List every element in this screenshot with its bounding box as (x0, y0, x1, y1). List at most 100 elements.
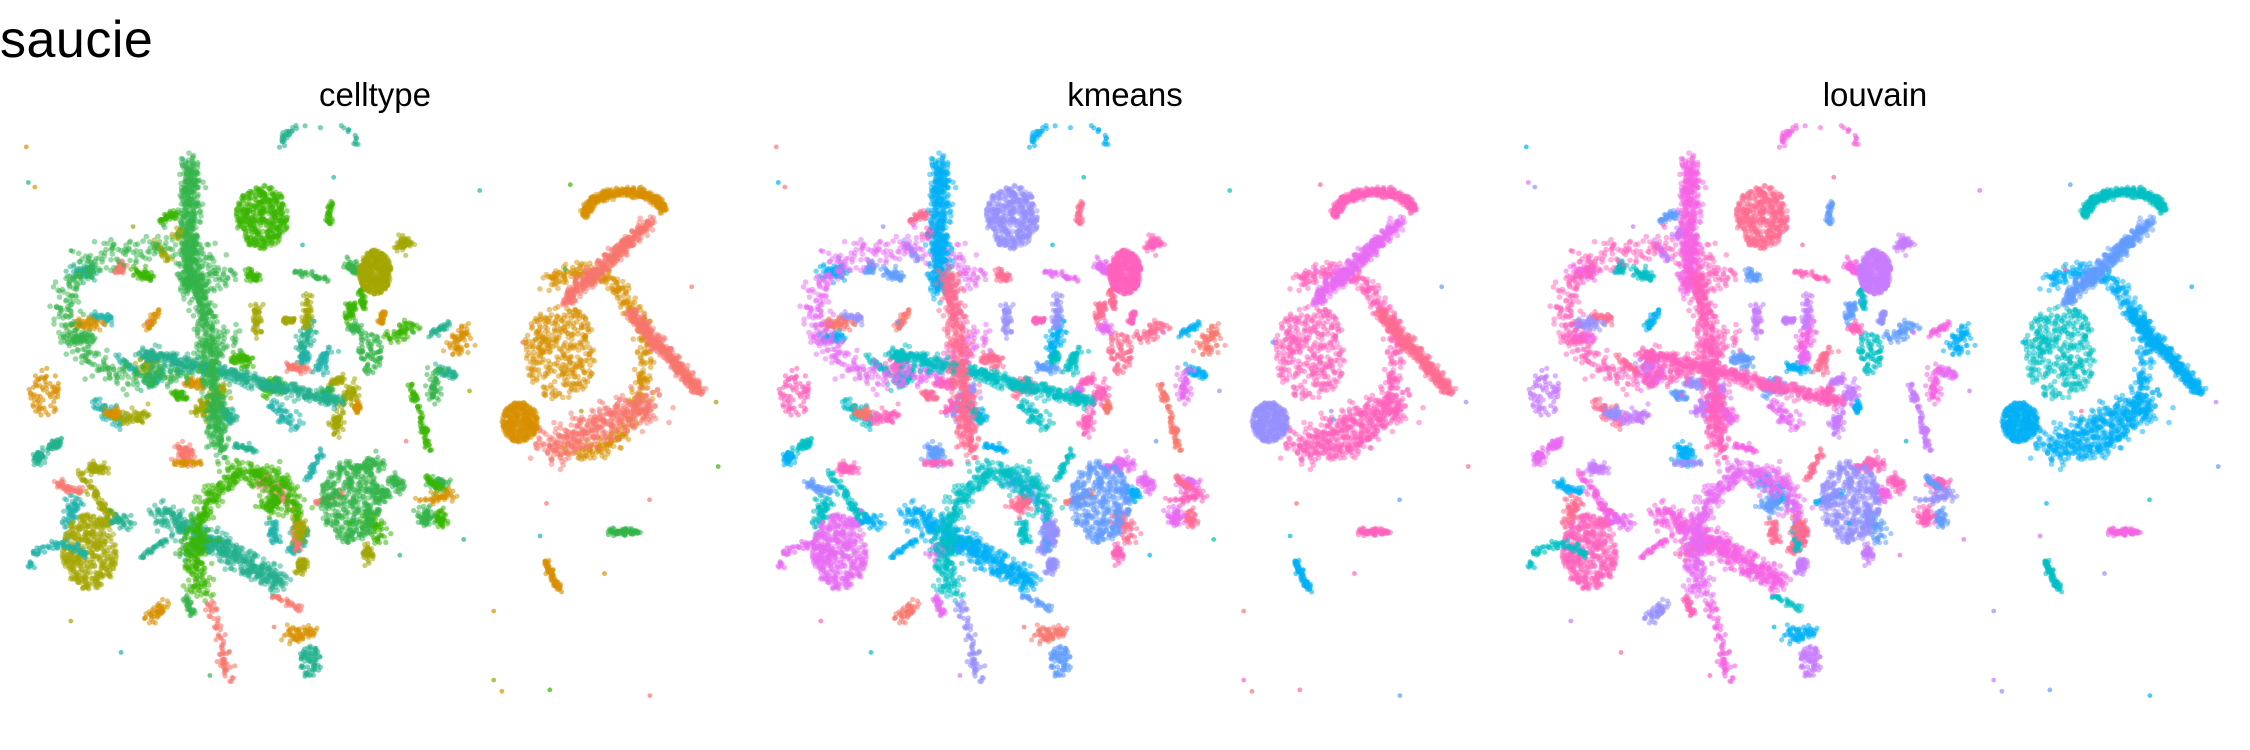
scatter-point (276, 594, 282, 600)
scatter-point (202, 184, 209, 191)
scatter-point (75, 250, 82, 257)
scatter-point (63, 520, 69, 526)
scatter-point (424, 497, 430, 503)
scatter-point (75, 270, 82, 277)
scatter-point (373, 448, 379, 454)
scatter-point (302, 477, 308, 483)
scatter-point (375, 318, 381, 324)
scatter-point (248, 445, 255, 451)
scatter-point (74, 284, 80, 290)
scatter-point (329, 420, 335, 426)
scatter-point (69, 508, 75, 514)
scatter-point (284, 622, 290, 628)
scatter-point (464, 326, 470, 332)
scatter-point (289, 540, 295, 546)
scatter-point (59, 322, 65, 328)
scatter-point (419, 519, 425, 525)
scatter-point (120, 386, 126, 393)
scatter-point (359, 322, 365, 328)
scatter-point (393, 478, 399, 484)
scatter-point (134, 369, 140, 376)
scatter-point (425, 365, 431, 371)
scatter-point (63, 275, 69, 282)
scatter-point (109, 322, 115, 328)
scatter-point (99, 259, 105, 265)
scatter-point (327, 344, 333, 350)
scatter-point (351, 328, 357, 334)
scatter-point (122, 364, 128, 370)
scatter-point (328, 198, 334, 204)
scatter-point (71, 330, 77, 337)
scatter-point (190, 463, 196, 469)
scatter-point (278, 506, 285, 512)
scatter-points (23, 122, 721, 698)
scatter-point (287, 641, 293, 647)
scatter-point (82, 376, 88, 382)
scatter-point (31, 457, 37, 464)
scatter-point (344, 254, 350, 260)
scatter-point (356, 289, 362, 295)
scatter-point (187, 442, 193, 448)
scatter-point (383, 539, 389, 545)
scatter-point (273, 499, 279, 505)
scatter-point (162, 258, 169, 264)
scatter-point (335, 348, 342, 354)
scatter-point (423, 383, 429, 389)
scatter-point (232, 360, 238, 366)
scatter-point (120, 416, 126, 422)
scatter-point (55, 437, 61, 443)
scatter-point (164, 539, 170, 545)
scatter-point (307, 626, 313, 632)
scatter-point (194, 412, 200, 419)
scatter-point (325, 277, 331, 283)
scatter-point (346, 302, 352, 308)
scatter-point (432, 401, 438, 407)
scatter-point (145, 401, 151, 407)
scatter-point (74, 506, 80, 512)
scatter-point (252, 503, 259, 509)
scatter-point (188, 409, 194, 415)
scatter-point (135, 418, 141, 424)
scatter-point (71, 341, 78, 348)
scatter-point (462, 337, 468, 343)
scatter-point (333, 415, 339, 421)
scatter-point (152, 371, 159, 378)
scatter-point (35, 449, 41, 456)
scatter-point (157, 540, 163, 546)
scatter-point (195, 380, 201, 386)
scatter-point (66, 342, 73, 349)
scatter-point (343, 315, 349, 321)
scatter-point (156, 613, 162, 619)
scatter-point (130, 249, 137, 256)
scatter-point (125, 381, 132, 388)
scatter-point (100, 357, 107, 364)
scatter-point (101, 253, 107, 259)
scatter-point (254, 321, 260, 327)
scatter-point (311, 273, 317, 279)
scatter-point (306, 335, 312, 341)
scatter-point (281, 316, 287, 322)
scatter-point (298, 607, 304, 613)
scatter-point (411, 507, 417, 514)
scatter-point (113, 423, 119, 429)
panel-title-celltype: celltype (0, 78, 750, 111)
scatter-point (352, 404, 358, 410)
scatter-point (177, 171, 183, 178)
scatter-point (465, 321, 471, 327)
scatter-point (147, 546, 153, 553)
scatter-point (400, 478, 407, 484)
scatter-point (382, 489, 388, 495)
scatter-point (270, 520, 276, 526)
scatter-point (127, 238, 134, 245)
scatter-point (103, 417, 109, 423)
scatter-point (450, 351, 456, 357)
scatter-point (300, 533, 306, 539)
scatter-point (221, 266, 228, 273)
scatter-point (62, 524, 68, 530)
scatter-point (288, 366, 294, 372)
scatter-point (380, 315, 386, 321)
scatter-point (372, 462, 378, 468)
scatter-point (153, 241, 159, 248)
scatter-point (434, 387, 440, 393)
scatter-point (298, 523, 304, 529)
